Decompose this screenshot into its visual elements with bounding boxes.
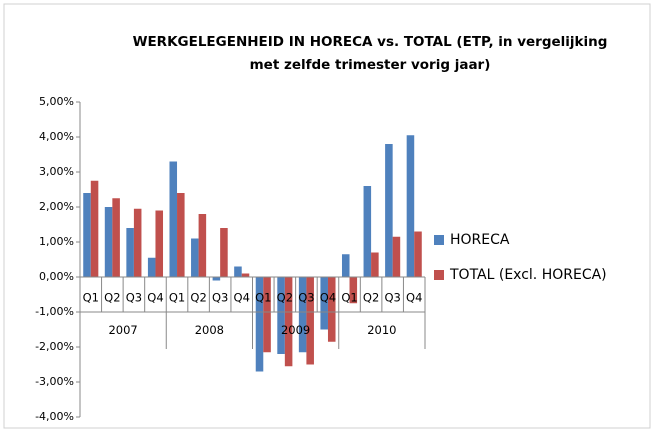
x-tick-label: Q4	[406, 291, 422, 305]
bar	[327, 277, 336, 342]
y-tick-label: 5,00%	[39, 95, 74, 108]
x-tick-label: Q3	[384, 291, 400, 305]
group-label: 2009	[281, 323, 310, 337]
y-tick-label: 3,00%	[39, 165, 74, 178]
bar	[371, 252, 379, 277]
legend-swatch	[434, 270, 444, 280]
bar	[147, 257, 156, 277]
bar	[277, 277, 285, 354]
y-tick-label: -4,00%	[35, 410, 74, 423]
x-tick-label: Q1	[341, 291, 357, 305]
x-tick-label: Q3	[298, 291, 314, 305]
bar	[133, 208, 142, 277]
bar	[191, 238, 199, 277]
y-tick-label: 1,00%	[39, 235, 74, 248]
x-tick-label: Q2	[363, 291, 379, 305]
legend-label: HORECA	[450, 232, 510, 248]
bar	[298, 277, 307, 353]
bar	[406, 135, 415, 277]
bar	[83, 193, 91, 277]
bar	[392, 236, 401, 277]
x-tick-label: Q2	[104, 291, 120, 305]
bar	[198, 214, 207, 277]
x-tick-label: Q1	[255, 291, 271, 305]
bar	[169, 161, 178, 277]
bar	[112, 198, 120, 277]
bar	[263, 277, 271, 353]
y-tick-label: -2,00%	[35, 340, 74, 353]
bar	[349, 277, 358, 304]
legend-swatch	[434, 235, 444, 245]
legend-label: TOTAL (Excl. HORECA)	[449, 267, 607, 283]
x-tick-label: Q2	[190, 291, 206, 305]
bar	[385, 144, 393, 277]
y-tick-label: -3,00%	[35, 375, 74, 388]
bar	[255, 277, 264, 372]
chart-title: WERKGELEGENHEID IN HORECA vs. TOTAL (ETP…	[133, 34, 608, 50]
x-tick-label: Q4	[147, 291, 163, 305]
x-tick-label: Q1	[83, 291, 99, 305]
bar	[363, 186, 372, 277]
group-label: 2007	[108, 323, 137, 337]
bar	[212, 277, 221, 281]
x-tick-label: Q2	[277, 291, 293, 305]
bar	[104, 207, 113, 277]
bar	[414, 231, 422, 277]
bar	[241, 273, 250, 277]
y-tick-label: 0,00%	[39, 270, 74, 283]
bar	[306, 277, 314, 365]
bar	[341, 254, 350, 277]
chart-title: met zelfde trimester vorig jaar)	[250, 57, 491, 73]
x-tick-label: Q3	[212, 291, 228, 305]
bar	[126, 228, 134, 277]
bar	[220, 228, 228, 277]
bar	[155, 210, 164, 277]
bar	[320, 277, 328, 330]
x-tick-label: Q3	[126, 291, 142, 305]
group-label: 2010	[367, 323, 396, 337]
x-tick-label: Q4	[234, 291, 250, 305]
bar	[90, 180, 99, 277]
y-tick-label: -1,00%	[35, 305, 74, 318]
bar	[284, 277, 293, 367]
group-label: 2008	[195, 323, 224, 337]
x-tick-label: Q4	[320, 291, 336, 305]
y-tick-label: 4,00%	[39, 130, 74, 143]
bar	[177, 193, 185, 277]
bar	[234, 266, 242, 277]
x-tick-label: Q1	[169, 291, 185, 305]
y-tick-label: 2,00%	[39, 200, 74, 213]
